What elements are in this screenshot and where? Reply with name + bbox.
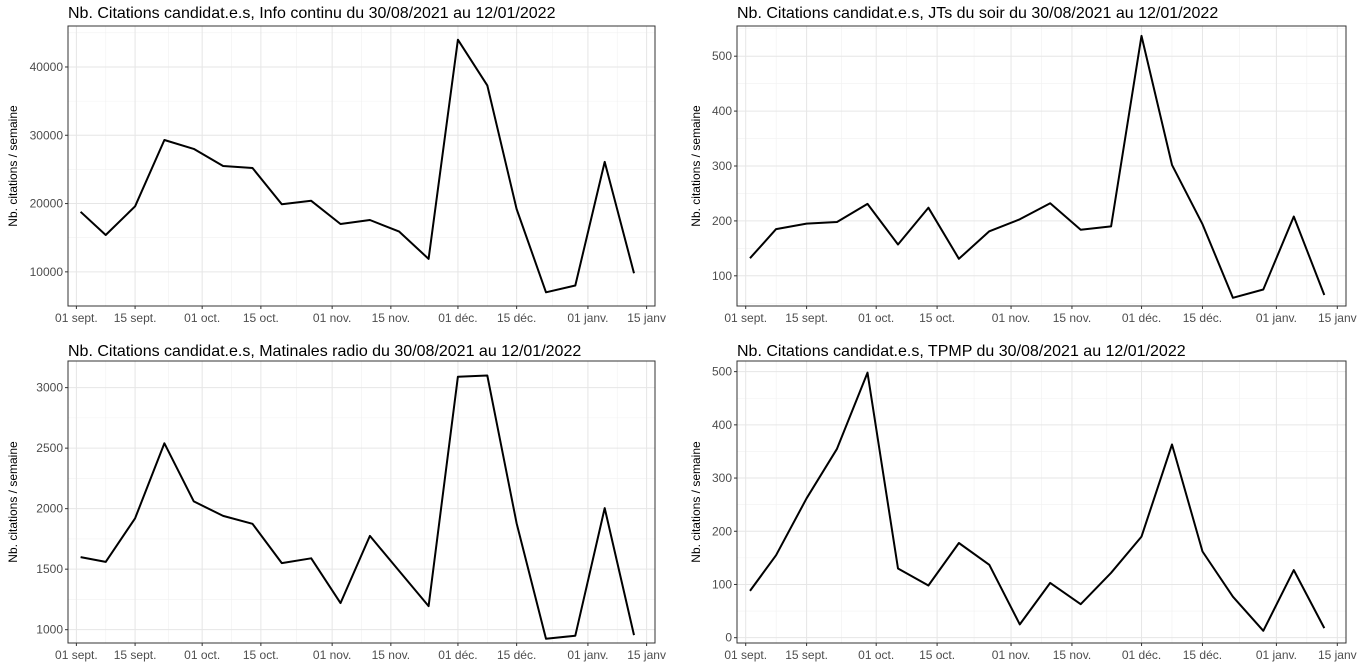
x-tick-label: 15 sept. xyxy=(785,648,828,662)
y-tick-label: 500 xyxy=(712,365,732,379)
chart-title: Nb. Citations candidat.e.s, Matinales ra… xyxy=(68,343,581,360)
x-tick-label: 01 oct. xyxy=(858,311,894,325)
x-tick-label: 01 nov. xyxy=(992,311,1030,325)
y-axis-label: Nb. citations / semaine xyxy=(6,105,20,227)
plot-border xyxy=(736,360,1347,644)
y-tick-label: 30000 xyxy=(30,128,64,142)
chart-title: Nb. Citations candidat.e.s, JTs du soir … xyxy=(737,5,1218,22)
x-tick-label: 15 oct. xyxy=(919,311,955,325)
chart-panel-4: 01 sept. 15 sept. 01 oct. 15 oct. 01 nov. 15 … xyxy=(689,343,1357,662)
x-tick-label: 01 sept. xyxy=(724,648,767,662)
y-tick-label: 100 xyxy=(712,577,732,591)
x-tick-label: 15 janv xyxy=(627,648,666,662)
y-tick-label: 300 xyxy=(712,471,732,485)
y-tick-label: 10000 xyxy=(30,265,64,279)
y-tick-label: 20000 xyxy=(30,197,64,211)
y-axis-label: Nb. citations / semaine xyxy=(689,441,703,563)
x-tick-label: 15 déc. xyxy=(1183,648,1222,662)
x-tick-label: 01 sept. xyxy=(55,311,98,325)
x-tick-label: 15 nov. xyxy=(372,311,410,325)
x-tick-label: 01 oct. xyxy=(184,311,220,325)
plot-border xyxy=(67,360,656,644)
series-line xyxy=(80,374,635,640)
y-tick-label: 200 xyxy=(712,524,732,538)
x-tick-label: 01 déc. xyxy=(438,648,477,662)
x-tick-label: 01 déc. xyxy=(438,311,477,325)
chart-title: Nb. Citations candidat.e.s, TPMP du 30/0… xyxy=(737,343,1186,360)
x-tick-label: 01 nov. xyxy=(313,311,351,325)
x-tick-label: 01 sept. xyxy=(724,311,767,325)
x-tick-label: 01 oct. xyxy=(858,648,894,662)
x-tick-label: 15 janv xyxy=(1318,311,1357,325)
x-tick-label: 01 déc. xyxy=(1122,311,1161,325)
x-tick-label: 15 nov. xyxy=(372,648,410,662)
x-tick-label: 01 janv. xyxy=(1256,648,1297,662)
y-tick-label: 0 xyxy=(725,631,732,645)
x-tick-label: 01 nov. xyxy=(313,648,351,662)
x-tick-label: 15 déc. xyxy=(497,311,536,325)
y-tick-label: 1000 xyxy=(36,623,63,637)
x-tick-label: 01 janv. xyxy=(567,311,608,325)
y-tick-label: 40000 xyxy=(30,60,64,74)
x-tick-label: 15 oct. xyxy=(919,648,955,662)
y-tick-label: 3000 xyxy=(36,381,63,395)
x-tick-label: 01 déc. xyxy=(1122,648,1161,662)
x-tick-label: 15 janv xyxy=(1318,648,1357,662)
plot-border xyxy=(736,25,1347,307)
y-tick-label: 200 xyxy=(712,214,732,228)
chart-title: Nb. Citations candidat.e.s, Info continu… xyxy=(68,5,556,22)
chart-panel-1: 01 sept. 15 sept. 01 oct. 15 oct. 01 nov. 15 … xyxy=(6,5,666,325)
chart-panel-3: 01 sept. 15 sept. 01 oct. 15 oct. 01 nov. 15 … xyxy=(6,343,666,662)
y-tick-label: 100 xyxy=(712,269,732,283)
x-tick-label: 01 oct. xyxy=(184,648,220,662)
y-tick-label: 2000 xyxy=(36,502,63,516)
series-line xyxy=(79,38,635,294)
x-tick-label: 01 sept. xyxy=(55,648,98,662)
y-tick-label: 400 xyxy=(712,418,732,432)
plot-border xyxy=(67,25,656,307)
series-line xyxy=(749,34,1326,299)
y-tick-label: 1500 xyxy=(36,562,63,576)
x-tick-label: 15 sept. xyxy=(785,311,828,325)
chart-panel-2: 01 sept. 15 sept. 01 oct. 15 oct. 01 nov. 15 … xyxy=(689,5,1357,325)
x-tick-label: 15 sept. xyxy=(114,648,157,662)
x-tick-label: 01 janv. xyxy=(567,648,608,662)
x-tick-label: 01 janv. xyxy=(1256,311,1297,325)
x-tick-label: 15 sept. xyxy=(114,311,157,325)
y-tick-label: 400 xyxy=(712,104,732,118)
y-tick-label: 2500 xyxy=(36,441,63,455)
y-axis-label: Nb. citations / semaine xyxy=(689,105,703,227)
x-tick-label: 01 nov. xyxy=(992,648,1030,662)
y-tick-label: 500 xyxy=(712,49,732,63)
x-tick-label: 15 janv xyxy=(627,311,666,325)
x-tick-label: 15 oct. xyxy=(243,648,279,662)
x-tick-label: 15 déc. xyxy=(497,648,536,662)
y-tick-label: 300 xyxy=(712,159,732,173)
y-axis-label: Nb. citations / semaine xyxy=(6,441,20,563)
x-tick-label: 15 oct. xyxy=(243,311,279,325)
x-tick-label: 15 nov. xyxy=(1053,648,1091,662)
x-tick-label: 15 nov. xyxy=(1053,311,1091,325)
series-line xyxy=(749,371,1326,632)
x-tick-label: 15 déc. xyxy=(1183,311,1222,325)
